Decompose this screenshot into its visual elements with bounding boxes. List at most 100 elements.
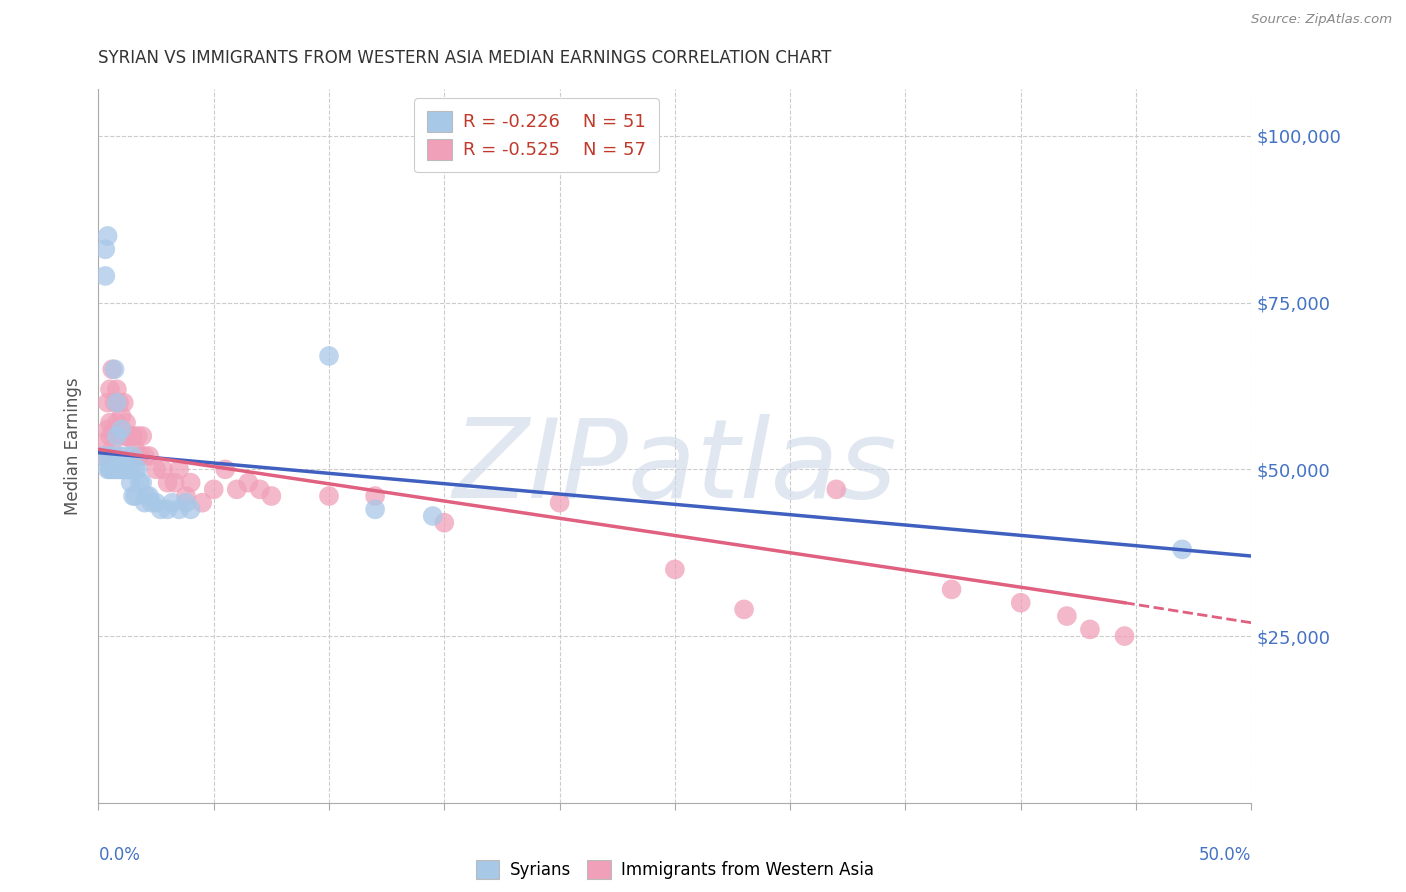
Point [1010,596,1032,610]
Point [98,462,121,476]
Point [122,429,145,443]
Point [103,462,125,476]
Point [117,429,139,443]
Point [134,496,156,510]
Point [98,429,121,443]
Point [112,395,135,409]
Point [115,449,138,463]
Point [145,462,167,476]
Point [167,462,190,476]
Point [110,422,132,436]
Point [364,502,387,516]
Point [110,462,132,476]
Point [103,422,125,436]
Point [97,395,120,409]
Point [156,475,179,490]
Point [94,242,117,256]
Point [124,462,146,476]
Point [115,416,138,430]
Point [180,475,202,490]
Point [174,496,197,510]
Point [117,462,139,476]
Point [129,449,152,463]
Point [238,475,260,490]
Point [115,462,138,476]
Point [214,462,236,476]
Point [97,462,120,476]
Point [101,442,124,457]
Point [110,409,132,423]
Point [122,449,145,463]
Point [91,449,114,463]
Point [141,496,163,510]
Point [101,362,124,376]
Point [318,489,340,503]
Point [105,429,128,443]
Point [131,429,153,443]
Point [103,462,125,476]
Point [105,395,128,409]
Point [225,483,247,497]
Point [422,509,444,524]
Point [94,435,117,450]
Point [664,562,686,576]
Legend: Syrians, Immigrants from Western Asia: Syrians, Immigrants from Western Asia [468,851,882,888]
Point [103,395,125,409]
Point [108,462,131,476]
Point [129,475,152,490]
Point [98,382,121,396]
Y-axis label: Median Earnings: Median Earnings [65,377,83,515]
Point [98,462,121,476]
Point [127,429,149,443]
Point [117,462,139,476]
Point [108,449,131,463]
Point [101,449,124,463]
Point [138,449,160,463]
Point [131,475,153,490]
Point [112,429,135,443]
Point [733,602,755,616]
Point [120,475,142,490]
Point [108,422,131,436]
Point [191,496,214,510]
Point [105,416,128,430]
Point [180,502,202,516]
Point [105,462,128,476]
Point [108,395,131,409]
Point [364,489,387,503]
Point [249,483,271,497]
Point [202,483,225,497]
Point [127,462,149,476]
Point [91,449,114,463]
Text: Source: ZipAtlas.com: Source: ZipAtlas.com [1251,13,1392,27]
Point [941,582,963,597]
Point [110,422,132,436]
Point [124,489,146,503]
Point [174,489,197,503]
Text: ZIPatlas: ZIPatlas [453,414,897,521]
Point [98,416,121,430]
Point [97,228,120,243]
Point [115,429,138,443]
Point [152,462,174,476]
Point [145,496,167,510]
Text: 50.0%: 50.0% [1199,846,1251,863]
Point [103,362,125,376]
Point [160,496,183,510]
Point [120,429,142,443]
Point [318,349,340,363]
Point [1114,629,1136,643]
Point [117,429,139,443]
Point [135,489,157,503]
Point [112,462,135,476]
Point [825,483,848,497]
Point [94,268,117,283]
Point [120,462,142,476]
Point [112,462,135,476]
Point [138,489,160,503]
Point [98,449,121,463]
Point [149,502,172,516]
Text: 0.0%: 0.0% [98,846,141,863]
Point [260,489,283,503]
Point [548,496,571,510]
